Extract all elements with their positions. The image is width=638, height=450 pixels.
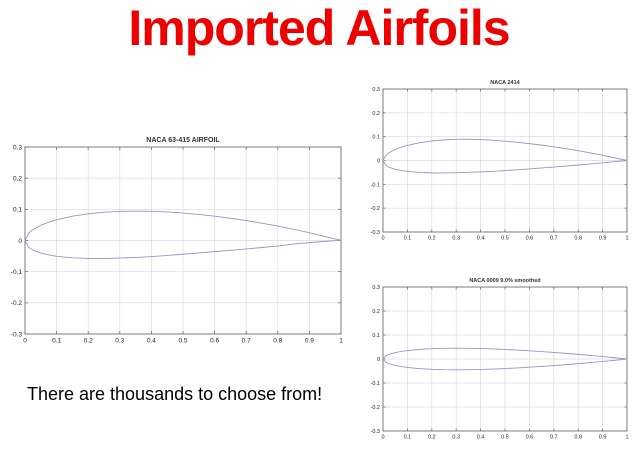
airfoil-outline [382,347,628,360]
x-tick-label: 0.1 [404,435,412,441]
y-tick-label: -0.3 [371,230,380,236]
y-tick-label: -0.1 [371,381,380,387]
airfoil-plot-naca-63-415: 0 0.1 0.2 0.3 0.4 0.5 0.6 0.7 0.8 0.9 1 -0.3 -0.2 -0.… [2,129,348,356]
x-tick-label: 0.3 [452,435,460,441]
y-tick-label: -0.2 [371,206,380,212]
plot-canvas: 0 0.1 0.2 0.3 0.4 0.5 0.6 0.7 0.8 0.9 1 -0.3 -0.2 -0.… [371,278,629,441]
x-tick-label: 0.2 [428,236,436,242]
plot-canvas: 0 0.1 0.2 0.3 0.4 0.5 0.6 0.7 0.8 0.9 1 -0.3 -0.2 -0.… [11,137,343,345]
x-tick-label: 0.3 [115,338,124,345]
plot-canvas: 0 0.1 0.2 0.3 0.4 0.5 0.6 0.7 0.8 0.9 1 -0.3 -0.2 -0.… [371,80,629,242]
y-tick-label: 0.1 [372,333,380,339]
y-tick-label: -0.2 [371,405,380,411]
x-tick-label: 0.7 [242,338,251,345]
x-tick-label: 0.8 [273,338,282,345]
x-tick-label: 0.8 [574,435,582,441]
plot-title: NACA 0009 9.0% smoothed [469,278,540,284]
y-tick-label: -0.1 [371,182,380,188]
y-tick-label: 0.2 [13,175,22,182]
x-tick-label: 1 [625,435,628,441]
y-tick-label: 0.2 [372,309,380,315]
x-tick-label: 0.2 [84,338,93,345]
caption: There are thousands to choose from! [27,384,323,404]
airfoil-outline [382,160,628,174]
airfoil-outline [382,358,628,371]
x-tick-label: 0.7 [550,236,558,242]
y-tick-label: 0.3 [372,87,380,93]
y-tick-label: -0.1 [11,269,23,276]
y-tick-label: -0.3 [11,331,23,338]
x-tick-label: 0.7 [550,435,558,441]
x-tick-label: 0.5 [178,338,187,345]
airfoil-outline [382,138,628,161]
y-tick-label: 0.1 [13,207,22,214]
x-tick-label: 0 [381,435,384,441]
x-tick-label: 0.5 [501,435,509,441]
x-tick-label: 0.6 [526,236,534,242]
y-tick-label: -0.3 [371,429,380,435]
x-tick-label: 0.6 [210,338,219,345]
y-tick-label: 0 [377,357,380,363]
plot-title: NACA 63-415 AIRFOIL [146,137,220,144]
x-tick-label: 0.9 [599,236,607,242]
slide-title: Imported Airfoils [128,0,510,56]
airfoil-plot-naca-2414: 0 0.1 0.2 0.3 0.4 0.5 0.6 0.7 0.8 0.9 1 -0.3 -0.2 -0.… [362,74,636,250]
airfoil-plot-naca-0009: 0 0.1 0.2 0.3 0.4 0.5 0.6 0.7 0.8 0.9 1 -0.3 -0.2 -0.… [362,272,636,449]
x-tick-label: 0.1 [52,338,61,345]
x-tick-label: 0.9 [599,435,607,441]
y-tick-label: 0.2 [372,111,380,117]
x-tick-label: 1 [339,338,343,345]
x-tick-label: 0.4 [477,435,485,441]
x-tick-label: 0 [23,338,27,345]
x-tick-label: 1 [625,236,628,242]
y-tick-label: 0.3 [13,144,22,151]
y-tick-label: 0 [18,238,22,245]
x-tick-label: 0.5 [501,236,509,242]
airfoil-outline [24,239,342,259]
y-tick-label: 0.3 [372,285,380,291]
x-tick-label: 0.1 [404,236,412,242]
x-tick-label: 0.4 [147,338,156,345]
x-tick-label: 0 [381,236,384,242]
x-tick-label: 0.3 [452,236,460,242]
x-tick-label: 0.4 [477,236,485,242]
plot-title: NACA 2414 [490,80,520,86]
x-tick-label: 0.2 [428,435,436,441]
airfoil-outline [24,210,342,241]
x-tick-label: 0.6 [526,435,534,441]
x-tick-label: 0.8 [574,236,582,242]
y-tick-label: -0.2 [11,300,23,307]
y-tick-label: 0 [377,158,380,164]
x-tick-label: 0.9 [305,338,314,345]
y-tick-label: 0.1 [372,135,380,141]
